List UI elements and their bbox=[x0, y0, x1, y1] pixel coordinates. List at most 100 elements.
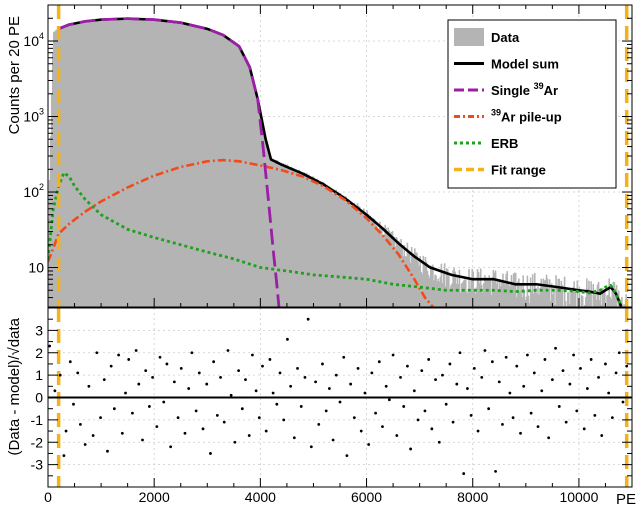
residual-point bbox=[451, 420, 455, 424]
residual-point bbox=[472, 367, 476, 370]
residual-point bbox=[64, 429, 68, 433]
legend-text: Data bbox=[491, 30, 520, 45]
residual-point bbox=[434, 378, 437, 381]
residual-point bbox=[363, 391, 367, 395]
residual-point bbox=[212, 360, 216, 364]
residual-point bbox=[275, 402, 279, 406]
residual-point bbox=[540, 389, 544, 393]
residual-point bbox=[148, 405, 151, 408]
top-y-tick-label: 10 bbox=[28, 260, 44, 276]
residual-point bbox=[476, 429, 480, 433]
residual-point bbox=[134, 349, 138, 352]
residual-point bbox=[617, 351, 621, 355]
residual-point bbox=[62, 454, 66, 458]
legend-label-data: Data bbox=[491, 30, 520, 45]
residual-points bbox=[48, 317, 629, 475]
top-y-tick-label-base: 10 bbox=[28, 260, 44, 276]
legend-label-erb: ERB bbox=[491, 136, 518, 151]
residual-point bbox=[462, 472, 466, 475]
residual-point bbox=[162, 400, 166, 404]
bottom-y-tick-label: 2 bbox=[35, 345, 43, 361]
residual-point bbox=[550, 378, 554, 381]
residual-point bbox=[557, 405, 561, 408]
residual-point bbox=[423, 409, 427, 413]
legend-sup: 39 bbox=[491, 108, 501, 118]
residual-point bbox=[334, 373, 338, 377]
x-tick-label: 10000 bbox=[559, 489, 598, 505]
residual-point bbox=[222, 420, 226, 424]
residual-point bbox=[614, 371, 618, 375]
residual-point bbox=[572, 353, 575, 357]
residual-point bbox=[511, 416, 515, 420]
residual-point bbox=[466, 387, 469, 390]
residual-point bbox=[226, 349, 230, 352]
residual-point bbox=[102, 378, 106, 381]
residual-point bbox=[209, 452, 212, 455]
top-y-tick-label-exp: 3 bbox=[39, 107, 44, 117]
residual-point bbox=[233, 440, 237, 444]
legend-text: Model sum bbox=[491, 57, 559, 72]
residual-point bbox=[292, 436, 296, 440]
residual-point bbox=[345, 454, 349, 458]
residual-point bbox=[579, 367, 582, 370]
residual-point bbox=[155, 425, 159, 428]
residual-point bbox=[504, 355, 508, 359]
residual-point bbox=[117, 353, 121, 357]
residual-point bbox=[384, 384, 388, 388]
residual-point bbox=[406, 364, 409, 368]
x-axis-label: PE bbox=[616, 491, 636, 507]
residual-point bbox=[289, 384, 293, 388]
x-tick-label: 0 bbox=[44, 489, 52, 505]
residual-point bbox=[317, 422, 321, 426]
legend-text-after: Ar pile-up bbox=[501, 110, 562, 125]
residual-point bbox=[444, 402, 448, 406]
residual-point bbox=[490, 360, 494, 364]
residual-point bbox=[536, 425, 540, 428]
residual-point bbox=[165, 362, 169, 366]
residual-point bbox=[427, 358, 431, 361]
residual-point bbox=[286, 337, 289, 341]
residual-point bbox=[309, 445, 313, 449]
residual-point bbox=[327, 387, 331, 390]
legend-text: Single bbox=[491, 83, 534, 98]
residual-point bbox=[183, 431, 187, 435]
residual-point bbox=[247, 434, 251, 437]
residual-point bbox=[268, 358, 272, 361]
residual-point bbox=[381, 425, 384, 428]
residual-point bbox=[600, 434, 604, 437]
residual-point bbox=[91, 434, 95, 437]
residual-point bbox=[257, 416, 261, 420]
residual-point bbox=[532, 371, 536, 375]
residual-point bbox=[48, 344, 51, 348]
residual-point bbox=[251, 353, 254, 357]
residual-point bbox=[610, 416, 614, 420]
legend-text-after: Ar bbox=[544, 83, 558, 98]
bottom-y-tick-label: -1 bbox=[31, 412, 44, 428]
residual-point bbox=[179, 367, 183, 370]
residual-point bbox=[370, 371, 374, 375]
residual-point bbox=[95, 351, 99, 355]
residual-point bbox=[497, 380, 501, 384]
top-y-tick-label-exp: 4 bbox=[39, 31, 44, 41]
residual-point bbox=[494, 469, 497, 473]
residual-point bbox=[356, 367, 360, 370]
residual-point bbox=[377, 360, 381, 364]
top-y-tick-label-base: 10 bbox=[23, 184, 39, 200]
residual-point bbox=[264, 429, 268, 433]
residual-point bbox=[215, 414, 219, 417]
residual-point bbox=[78, 422, 82, 426]
residual-point bbox=[575, 409, 579, 413]
legend-text: ERB bbox=[491, 136, 518, 151]
residual-point bbox=[72, 402, 75, 406]
residual-point bbox=[261, 364, 264, 368]
top-series-group bbox=[48, 17, 627, 307]
residual-point bbox=[547, 436, 551, 440]
residual-point bbox=[554, 346, 557, 350]
residual-point bbox=[604, 362, 607, 366]
top-y-tick-label-exp: 2 bbox=[39, 182, 44, 192]
residual-point bbox=[229, 393, 233, 397]
residual-point bbox=[409, 447, 413, 451]
residual-point bbox=[399, 375, 402, 379]
